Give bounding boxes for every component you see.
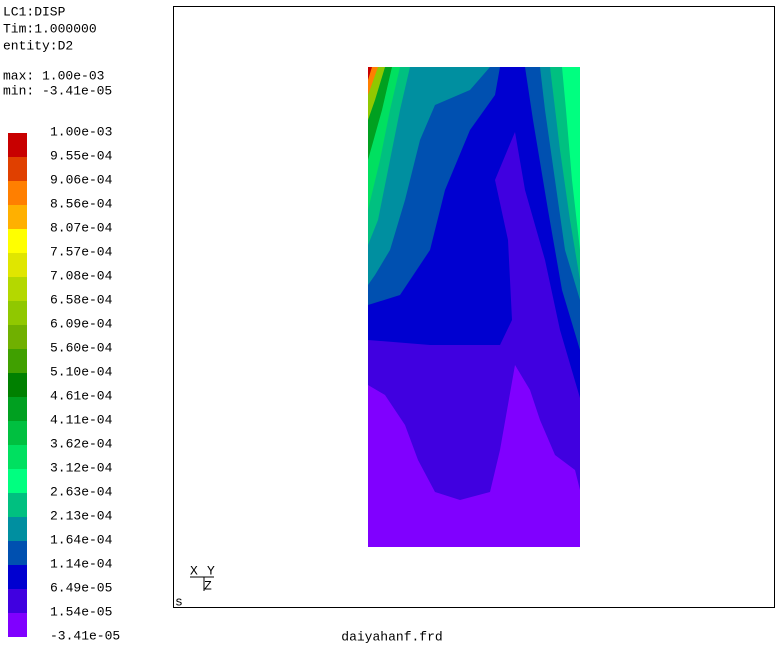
legend-swatch	[8, 445, 27, 469]
legend-label: 1.54e-05	[50, 604, 112, 619]
legend-label: 3.62e-04	[50, 436, 113, 451]
contour-plot	[368, 67, 580, 547]
contour-band	[368, 67, 372, 80]
legend-swatch	[8, 181, 27, 205]
legend-label: 5.10e-04	[50, 364, 113, 379]
legend-label: 1.64e-04	[50, 532, 113, 547]
legend-swatch	[8, 397, 27, 421]
legend-swatch	[8, 517, 27, 541]
legend-label: 5.60e-04	[50, 340, 113, 355]
legend-label: 7.57e-04	[50, 244, 113, 259]
legend-swatch	[8, 349, 27, 373]
legend-label: 6.58e-04	[50, 292, 113, 307]
axis-triad: X Y Z	[190, 563, 215, 593]
triad-label: X	[190, 563, 198, 578]
legend-label: 6.49e-05	[50, 580, 112, 595]
legend-label: 3.12e-04	[50, 460, 113, 475]
legend-swatch	[8, 205, 27, 229]
legend-label: 2.13e-04	[50, 508, 113, 523]
triad-label: Z	[204, 578, 212, 593]
legend-swatch	[8, 421, 27, 445]
legend-label: 8.07e-04	[50, 220, 113, 235]
legend-swatch	[8, 613, 27, 637]
viewport-frame	[173, 6, 775, 608]
contour-band	[562, 67, 580, 250]
min-value: min: -3.41e-05	[3, 83, 112, 98]
legend-label: 9.55e-04	[50, 148, 113, 163]
legend-swatch	[8, 277, 27, 301]
legend-swatch	[8, 253, 27, 277]
legend-swatch	[8, 469, 27, 493]
legend-label: 8.56e-04	[50, 196, 113, 211]
header-line: entity:D2	[3, 38, 73, 53]
view-mode: s	[175, 594, 183, 609]
legend-swatch	[8, 157, 27, 181]
header-line: LC1:DISP	[3, 4, 66, 19]
color-legend: 1.00e-03 9.55e-04 9.06e-04 8.56e-04 8.07e-04…	[8, 124, 120, 643]
legend-swatch	[8, 133, 27, 157]
legend-label: 2.63e-04	[50, 484, 113, 499]
legend-label: 1.00e-03	[50, 124, 112, 139]
header-line: Tim:1.000000	[3, 21, 97, 36]
contour-band	[368, 67, 378, 95]
contour-band	[368, 67, 490, 285]
legend-label: 6.09e-04	[50, 316, 113, 331]
legend-swatch	[8, 325, 27, 349]
legend-label: 7.08e-04	[50, 268, 113, 283]
legend-swatch	[8, 301, 27, 325]
contour-band	[368, 365, 580, 547]
legend-swatch	[8, 541, 27, 565]
legend-swatch	[8, 373, 27, 397]
legend-swatch	[8, 493, 27, 517]
legend-label: 4.61e-04	[50, 388, 113, 403]
legend-swatch	[8, 229, 27, 253]
legend-label: -3.41e-05	[50, 628, 120, 643]
legend-label: 9.06e-04	[50, 172, 113, 187]
legend-swatch	[8, 589, 27, 613]
filename: daiyahanf.frd	[341, 629, 442, 644]
legend-label: 4.11e-04	[50, 412, 113, 427]
triad-label: Y	[207, 563, 215, 578]
legend-label: 1.14e-04	[50, 556, 113, 571]
legend-swatch	[8, 565, 27, 589]
max-value: max: 1.00e-03	[3, 68, 104, 83]
